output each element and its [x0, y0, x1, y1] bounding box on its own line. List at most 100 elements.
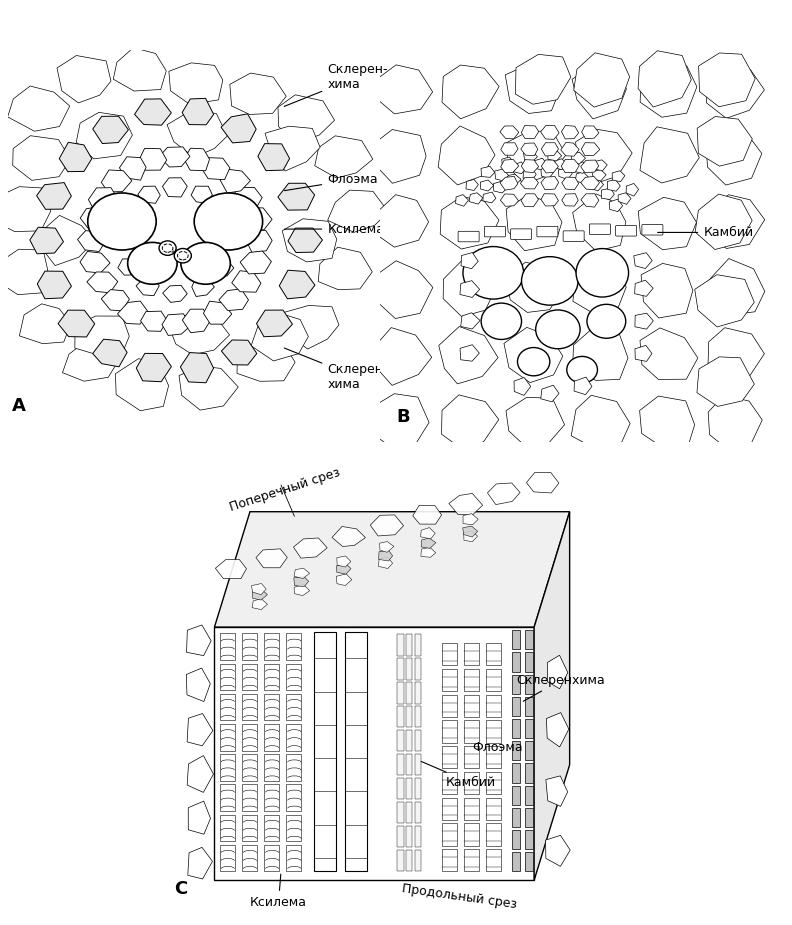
- Text: Поперечный срез: Поперечный срез: [228, 465, 341, 513]
- Bar: [442, 849, 457, 871]
- Polygon shape: [640, 327, 698, 379]
- Polygon shape: [505, 262, 563, 313]
- Polygon shape: [704, 195, 765, 249]
- Polygon shape: [542, 160, 558, 173]
- Polygon shape: [562, 159, 579, 173]
- Polygon shape: [192, 278, 215, 297]
- Bar: [265, 634, 280, 660]
- Polygon shape: [231, 188, 262, 210]
- Polygon shape: [37, 271, 71, 299]
- Bar: [525, 830, 533, 849]
- Polygon shape: [707, 259, 765, 315]
- Polygon shape: [554, 159, 567, 169]
- Polygon shape: [159, 147, 190, 167]
- Polygon shape: [256, 549, 287, 568]
- Polygon shape: [521, 193, 539, 206]
- Polygon shape: [101, 290, 129, 311]
- Bar: [406, 635, 413, 656]
- Ellipse shape: [159, 240, 176, 255]
- Bar: [265, 724, 280, 750]
- Polygon shape: [581, 142, 600, 155]
- Polygon shape: [618, 192, 631, 204]
- Polygon shape: [505, 64, 561, 114]
- Polygon shape: [521, 160, 539, 173]
- Polygon shape: [593, 160, 607, 171]
- Bar: [464, 797, 479, 820]
- Polygon shape: [506, 130, 566, 184]
- Polygon shape: [697, 357, 754, 406]
- Polygon shape: [135, 99, 171, 125]
- Ellipse shape: [482, 303, 522, 339]
- Polygon shape: [513, 162, 527, 174]
- Polygon shape: [516, 55, 571, 105]
- Polygon shape: [449, 493, 482, 515]
- Polygon shape: [375, 65, 432, 114]
- Polygon shape: [573, 194, 626, 251]
- Polygon shape: [379, 557, 393, 569]
- Polygon shape: [119, 204, 141, 223]
- Bar: [512, 719, 520, 738]
- Polygon shape: [282, 218, 337, 262]
- Polygon shape: [562, 193, 578, 206]
- Bar: [512, 697, 520, 716]
- FancyBboxPatch shape: [642, 225, 663, 235]
- Text: Склерен-
хима: Склерен- хима: [284, 63, 388, 106]
- Polygon shape: [278, 183, 314, 210]
- Polygon shape: [581, 193, 599, 207]
- Polygon shape: [294, 576, 309, 586]
- Text: Склерен-
хима: Склерен- хима: [284, 348, 388, 391]
- Bar: [525, 630, 533, 649]
- Ellipse shape: [463, 247, 524, 299]
- Bar: [219, 815, 235, 841]
- Bar: [415, 754, 421, 775]
- Bar: [287, 754, 302, 781]
- Polygon shape: [257, 310, 292, 337]
- Bar: [486, 669, 501, 691]
- Polygon shape: [219, 289, 249, 311]
- Polygon shape: [113, 48, 166, 91]
- Polygon shape: [59, 142, 92, 172]
- Bar: [265, 815, 280, 841]
- Polygon shape: [168, 313, 230, 354]
- Polygon shape: [463, 526, 478, 537]
- Polygon shape: [209, 206, 232, 224]
- Polygon shape: [592, 169, 606, 181]
- Polygon shape: [13, 136, 70, 180]
- Bar: [406, 754, 413, 775]
- Polygon shape: [706, 65, 764, 118]
- Polygon shape: [188, 801, 211, 834]
- Bar: [486, 771, 501, 794]
- Text: С: С: [174, 880, 188, 898]
- Polygon shape: [635, 314, 653, 329]
- FancyBboxPatch shape: [537, 227, 558, 237]
- Polygon shape: [548, 149, 562, 161]
- Polygon shape: [581, 177, 600, 190]
- FancyBboxPatch shape: [615, 226, 637, 236]
- Bar: [442, 721, 457, 743]
- Ellipse shape: [177, 252, 188, 260]
- Polygon shape: [0, 187, 51, 231]
- Polygon shape: [167, 109, 227, 157]
- Ellipse shape: [576, 249, 629, 297]
- Polygon shape: [463, 513, 478, 524]
- Polygon shape: [640, 396, 695, 448]
- Polygon shape: [30, 228, 63, 253]
- Text: Флоэма: Флоэма: [284, 173, 378, 191]
- Polygon shape: [571, 152, 585, 165]
- Bar: [242, 815, 257, 841]
- Polygon shape: [576, 130, 632, 185]
- Bar: [265, 845, 280, 871]
- Bar: [415, 850, 421, 871]
- Bar: [287, 784, 302, 811]
- Polygon shape: [136, 279, 159, 296]
- Polygon shape: [561, 142, 579, 156]
- Bar: [219, 663, 235, 690]
- Polygon shape: [506, 398, 565, 448]
- Polygon shape: [438, 126, 495, 185]
- Bar: [464, 695, 479, 717]
- Ellipse shape: [162, 244, 173, 253]
- Polygon shape: [78, 230, 105, 252]
- Polygon shape: [562, 177, 579, 190]
- Polygon shape: [237, 344, 295, 381]
- Polygon shape: [162, 285, 187, 302]
